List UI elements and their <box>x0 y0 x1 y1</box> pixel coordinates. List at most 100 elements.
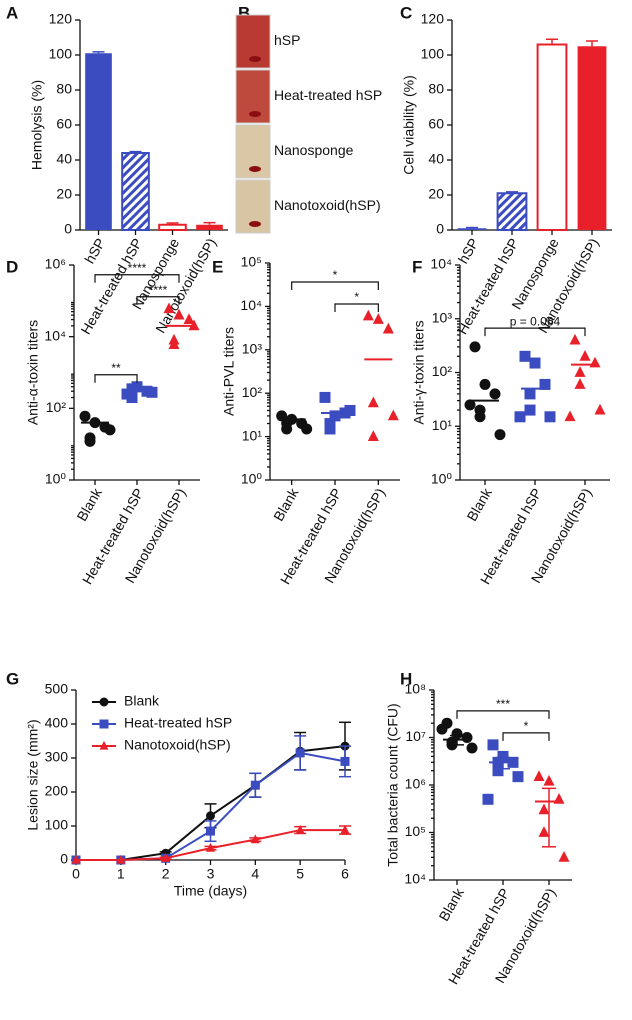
significance-bracket <box>484 327 586 337</box>
x-tick-label: 1 <box>117 866 125 882</box>
y-tick-label: 10³ <box>242 341 263 357</box>
marker <box>579 349 591 361</box>
x-tick-label: Blank <box>270 484 302 523</box>
bar <box>196 224 223 230</box>
marker <box>206 842 215 852</box>
pellet <box>249 56 261 62</box>
marker <box>206 826 215 836</box>
y-tick-label: 40 <box>56 151 72 167</box>
marker <box>382 322 394 334</box>
marker <box>492 765 504 777</box>
marker <box>168 338 180 350</box>
marker <box>544 411 556 423</box>
y-tick-label: 10¹ <box>432 417 453 433</box>
marker <box>512 771 524 783</box>
legend-label: Nanotoxoid(hSP) <box>124 737 231 753</box>
marker <box>116 854 126 864</box>
y-axis-label: Anti-γ-toxin titers <box>411 320 427 424</box>
marker <box>362 309 374 321</box>
significance-label: ** <box>111 361 121 375</box>
legend-label: Blank <box>124 693 160 709</box>
marker <box>301 423 313 435</box>
marker <box>494 429 506 441</box>
y-tick-label: 10⁵ <box>405 823 426 839</box>
y-tick-label: 20 <box>56 186 72 202</box>
marker <box>367 396 379 408</box>
panel-letter: H <box>400 669 412 688</box>
marker <box>461 732 473 743</box>
marker <box>99 719 109 729</box>
marker <box>104 424 116 436</box>
marker <box>161 853 171 862</box>
marker <box>539 378 551 390</box>
x-tick-label: 0 <box>72 866 80 882</box>
x-tick-label: Blank <box>435 884 467 923</box>
significance-label: p = 0.064 <box>510 314 561 328</box>
marker <box>126 392 138 404</box>
x-tick-label: Blank <box>73 484 105 523</box>
marker <box>538 803 550 815</box>
marker <box>574 378 586 389</box>
bar <box>496 192 528 231</box>
y-tick-label: 10¹ <box>242 427 263 443</box>
tube-label: Heat-treated hSP <box>274 87 382 103</box>
significance-bracket <box>136 296 180 305</box>
bar <box>85 53 112 230</box>
x-tick-label: 2 <box>162 866 170 882</box>
y-tick-label: 10⁴ <box>404 871 426 887</box>
marker <box>487 739 499 751</box>
y-tick-label: 10⁴ <box>44 327 66 343</box>
y-tick-label: 400 <box>45 715 69 731</box>
bar <box>121 152 150 231</box>
y-tick-label: 0 <box>436 221 444 237</box>
x-tick-label: hSP <box>81 235 108 266</box>
marker <box>250 780 260 790</box>
marker <box>319 391 331 403</box>
marker <box>479 378 491 390</box>
significance-label: * <box>524 719 529 733</box>
marker <box>519 350 531 362</box>
marker <box>250 834 260 844</box>
y-tick-label: 20 <box>428 186 444 202</box>
y-tick-label: 500 <box>45 681 69 697</box>
y-tick-label: 80 <box>56 81 72 97</box>
y-tick-label: 10⁶ <box>405 776 426 792</box>
marker <box>533 770 545 782</box>
tube-label: Nanosponge <box>274 142 354 158</box>
marker <box>99 740 109 750</box>
y-axis-label: Total bacteria count (CFU) <box>385 703 401 866</box>
marker <box>295 824 305 834</box>
pellet <box>249 111 261 117</box>
y-tick-label: 10⁰ <box>45 471 67 487</box>
marker <box>436 723 448 735</box>
y-tick-label: 60 <box>428 116 444 132</box>
y-axis-label: Cell viability (%) <box>401 75 417 175</box>
y-tick-label: 60 <box>56 116 72 132</box>
y-tick-label: 10⁸ <box>405 681 427 697</box>
panel-letter: A <box>6 3 18 22</box>
marker <box>514 411 526 423</box>
panel-letter: F <box>412 257 422 276</box>
y-tick-label: 80 <box>428 81 444 97</box>
marker <box>489 388 501 400</box>
marker <box>529 357 541 369</box>
panel-letter: G <box>6 669 19 688</box>
y-tick-label: 0 <box>60 851 68 867</box>
marker <box>344 404 356 416</box>
marker <box>558 851 570 862</box>
y-tick-label: 120 <box>421 11 445 27</box>
marker <box>281 423 293 435</box>
y-tick-label: 300 <box>45 749 69 765</box>
y-tick-label: 10² <box>46 399 67 415</box>
marker <box>84 432 96 444</box>
marker <box>524 388 536 400</box>
marker <box>466 742 478 754</box>
y-axis-label: Anti-PVL titers <box>221 327 237 416</box>
marker <box>367 430 379 441</box>
marker <box>574 366 586 377</box>
marker <box>564 410 576 422</box>
y-tick-label: 10⁵ <box>241 254 262 270</box>
y-axis-label: Lesion size (mm²) <box>25 719 41 830</box>
y-tick-label: 10⁴ <box>430 256 452 272</box>
